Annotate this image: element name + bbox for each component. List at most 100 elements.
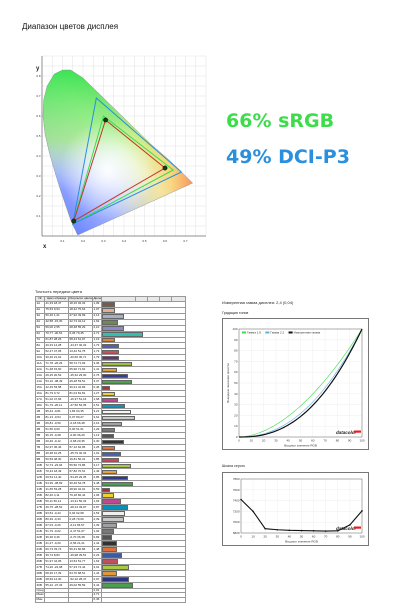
plot-frame [238,328,363,438]
primary-point [71,218,77,224]
gamut-locus-fill [43,70,193,235]
delta-bar [102,541,117,546]
grayscale-point [349,524,351,526]
y-tick-label: 80 [234,349,238,353]
datacolor-logo: datacolor [336,526,357,531]
delta-bar [102,439,124,444]
delta-bar [102,463,131,468]
delta-bar [102,451,121,456]
datacolor-logo-bar [354,430,361,433]
delta-bar [102,367,117,372]
delta-bar [102,355,120,360]
y-tick-label: 0.3 [36,174,41,178]
table-row: 22В 36,36 0,46 -0,70 36,38 0,83 [35,533,186,541]
delta-bar [102,457,120,462]
y-tick-label: 30 [234,403,238,407]
y-tick-label: 0.6 [36,114,41,118]
y-tick-label: 7200 [233,509,240,513]
x-axis-label: x [43,244,47,250]
x-tick-label: 0.7 [183,239,188,243]
delta-bar-cell [101,539,186,547]
x-tick-label: 50 [300,535,304,539]
table-row: 21В 51,79 -0,02 -0,47 51,67 1,02 [35,528,186,535]
table-row: 29В 28,69 14,30 -52,10 28,47 2,97 [35,575,186,583]
y-tick-label: 40 [234,392,238,396]
delta-bar [102,391,116,396]
legend-swatch [288,331,293,334]
delta-bar [102,361,132,366]
delta-bar [102,535,113,540]
gamut-triangle-1 [72,97,183,225]
delta-bar [102,373,128,378]
table-row: 26В 51,97 44,05 13,54 51,77 1,63 [35,557,186,565]
legend-entry: Гамма 1.8 [247,330,261,334]
delta-bar-cell [101,569,186,577]
y-tick-label: 0.4 [36,154,41,158]
table-row: 23В 21,27 -0,20 -0,56 21,21 1,44 [35,539,186,547]
table-row: 18В 93,54 -0,43 0,92 92,68 2,53 [35,510,186,518]
delta-bar [102,397,118,402]
table-cell: Мин. [35,597,45,603]
delta-bar [102,553,123,558]
grayscale-point [312,530,315,532]
grayscale-chart-svg: 6800 7000 7200 7400 7600 7800 0 10 20 30 40 50 60 70 8… [233,477,365,544]
table-cell: Макс. [35,592,45,598]
gamma-curve-0 [238,328,363,438]
datacolor-logo: datacolor [336,430,357,435]
legend-swatch [242,331,246,334]
delta-bar [102,505,128,510]
x-tick-label: 30 [276,535,280,539]
delta-bar [102,529,114,534]
delta-bar [102,577,130,582]
legend-entry: Измеренная гамма [294,330,321,334]
x-tick-label: 50 [299,439,303,443]
table-row: 15А 42,49 53,58 30,21 42,83 0,46 [35,384,186,392]
x-tick-label: 0.6 [163,239,168,243]
y-tick-label: 0.8 [36,74,41,78]
table-row: 20В 67,03 -0,26 -0,11 66,57 1,39 [35,522,186,529]
page-title: Диапазон цветов дисплея [22,22,119,31]
tone-gradation-label: Градация тонов [222,311,249,315]
y-tick-label: 100 [232,327,237,331]
delta-bar [102,559,118,564]
table-row: 9В 50,59 48,30 16,81 50,31 1,85 [35,456,186,464]
tone-chart: 0 10 20 30 40 50 60 70 80 90 100 0 10 20 30 40 50 60 70 80 9… [222,318,369,450]
tone-chart-svg: 0 10 20 30 40 50 60 70 80 90 100 0 10 20 30 40 50 60 70 80 9… [226,327,365,448]
delta-bar [102,487,110,492]
delta-bar-cell [101,597,186,603]
gamma-curve-2 [238,328,363,438]
delta-bar-cell [101,551,186,559]
delta-bar [102,403,125,408]
plot-frame [240,478,363,534]
table-row: 4А 42,58 -15,30 22,74 42,12 1,62 [35,318,186,326]
grayscale-point [276,528,279,531]
delta-bar [102,379,132,384]
x-tick-label: 100 [359,535,364,539]
x-tick-label: 0.2 [81,239,86,243]
x-tick-label: 0 [240,535,242,539]
delta-bar [102,343,120,348]
delta-bar-cell [101,516,186,524]
x-tick-label: 90 [348,439,352,443]
delta-bar [102,475,128,480]
y-tick-label: 0 [236,435,238,439]
delta-bar [102,499,121,504]
delta-bar [102,415,135,420]
legend-swatch [265,331,270,334]
delta-bar-cell [101,522,186,529]
table-header-cell: Цвет образца [44,296,69,302]
table-row: 25В 39,74 8,83 -49,98 39,51 2,23 [35,551,186,559]
y-tick-label: 0.5 [36,134,41,138]
primary-point [103,117,108,123]
x-tick-label: 0 [238,439,240,443]
y-tick-label: 10 [234,424,238,428]
x-tick-label: 60 [312,535,316,539]
dci-p3-coverage-label: 49% DCI-P3 [226,146,350,168]
x-tick-label: 40 [288,535,292,539]
x-tick-label: 80 [336,439,340,443]
datacolor-logo-bar [354,526,361,529]
delta-bar-cell [101,575,186,583]
x-tick-label: 0.1 [60,239,65,243]
table-row: 27В 74,26 -24,08 57,23 74,44 3,01 [35,563,186,571]
